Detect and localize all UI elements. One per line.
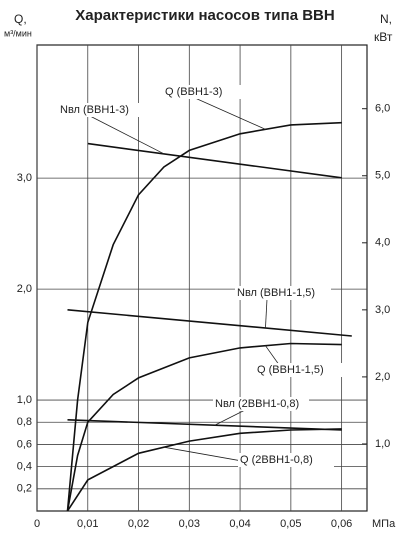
y2-tick-label: 4,0 (375, 237, 390, 249)
y-tick-label: 1,0 (17, 394, 32, 406)
y-tick-label: 0,6 (17, 438, 32, 450)
leader-line (194, 97, 266, 130)
label-bg (163, 85, 259, 99)
x-tick-label: 0,03 (179, 518, 200, 530)
series-label: Q (ВВН1-1,5) (257, 364, 324, 376)
x-tick-label: 0 (34, 518, 40, 530)
series-label: Nвл (ВВН1-3) (60, 104, 129, 116)
y2-axis-unit: кВт (374, 30, 393, 44)
series-label: Q (ВВН1-3) (165, 86, 222, 98)
y-tick-label: 0,2 (17, 483, 32, 495)
label-bg (58, 103, 154, 117)
label-bg (213, 397, 309, 411)
y2-tick-label: 2,0 (375, 371, 390, 383)
label-bg (238, 453, 334, 467)
x-tick-label: 0,01 (77, 518, 98, 530)
series-label: Nвл (ВВН1-1,5) (237, 287, 315, 299)
y-tick-label: 3,0 (17, 172, 32, 184)
x-tick-label: 0,05 (280, 518, 301, 530)
y2-tick-label: 6,0 (375, 103, 390, 115)
x-tick-label: 0,02 (128, 518, 149, 530)
leader-line (89, 115, 165, 155)
x-axis-unit: МПа (372, 518, 396, 530)
y-tick-label: 2,0 (17, 283, 32, 295)
y-axis-unit: м³/мин (4, 28, 32, 38)
series-line (67, 419, 342, 431)
series-line (66, 121, 342, 512)
y2-tick-label: 5,0 (375, 170, 390, 182)
series-line (87, 142, 342, 179)
y2-tick-label: 1,0 (375, 438, 390, 450)
y2-axis-label: N, (380, 12, 392, 26)
x-tick-label: 0,04 (229, 518, 250, 530)
chart-title: Характеристики насосов типа ВВН (75, 7, 334, 24)
y-tick-label: 0,8 (17, 416, 32, 428)
leader-line (214, 409, 246, 426)
x-tick-label: 0,06 (331, 518, 352, 530)
series-line (67, 309, 352, 337)
series-line (66, 342, 342, 512)
label-bg (255, 363, 351, 377)
y-axis-label: Q, (14, 12, 27, 26)
y-tick-label: 0,4 (17, 461, 32, 473)
y2-tick-label: 3,0 (375, 304, 390, 316)
leader-line (265, 298, 268, 329)
series-label: Nвл (2ВВН1-0,8) (215, 398, 299, 410)
series-line (66, 428, 342, 512)
series-label: Q (2ВВН1-0,8) (240, 454, 313, 466)
label-bg (235, 286, 331, 300)
